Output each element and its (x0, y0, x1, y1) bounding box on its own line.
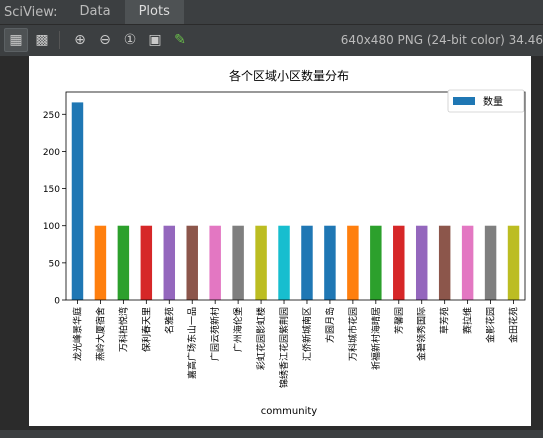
image-toolbar: ▦ ▩ ⊕ ⊖ ① ▣ ✎ 640x480 PNG (24-bit color)… (0, 25, 543, 55)
x-tick-label: 金碧领秀国际 (416, 307, 428, 361)
y-tick-label: 250 (43, 111, 60, 121)
bar-7 (209, 225, 221, 300)
bar-15 (393, 225, 405, 300)
y-tick-label: 0 (54, 297, 60, 307)
zoom-out-icon[interactable]: ⊖ (99, 32, 111, 48)
checkerboard-icon[interactable]: ▦ (4, 28, 28, 52)
x-tick-label: 芳馨园 (393, 307, 405, 334)
bar-16 (415, 225, 428, 300)
x-tick-label: 名雅苑 (163, 307, 175, 334)
x-tick-label: 方圆月岛 (324, 307, 336, 343)
bar-14 (370, 225, 382, 300)
y-tick-label: 50 (49, 259, 61, 269)
bar-chart: 各个区域小区数量分布 050100150200250 龙光峰景华庭 燕岭大厦宿舍万… (29, 56, 531, 426)
image-info: 640x480 PNG (24-bit color) 34.46 (340, 33, 543, 47)
bar-13 (347, 225, 359, 300)
bar-11 (301, 225, 313, 300)
color-picker-icon[interactable]: ✎ (174, 32, 186, 48)
chessboard-icon[interactable]: ▩ (35, 32, 49, 48)
y-tick-label: 200 (43, 148, 60, 158)
status-strip (0, 430, 543, 438)
x-tick-label: 锦绣香江花园紫荆园 (278, 307, 290, 388)
x-axis-label: community (261, 406, 317, 417)
x-tick-label: 万科城市花园 (347, 307, 359, 361)
bar-18 (461, 225, 474, 300)
bar-5 (163, 225, 176, 300)
x-tick-label: 万科柏悦湾 (117, 307, 129, 352)
bar-8 (232, 225, 244, 300)
x-tick-label: 草芳苑 (439, 307, 451, 334)
actual-size-icon[interactable]: ① (123, 32, 137, 48)
bar-3 (117, 225, 130, 300)
x-tick-label: 燕岭大厦宿舍 (94, 307, 106, 361)
chart-title: 各个区域小区数量分布 (229, 68, 349, 83)
x-tick-label: 金田花苑 (508, 307, 520, 343)
x-tick-label: 保利春天里 (140, 307, 152, 352)
y-tick-label: 100 (43, 222, 60, 232)
plot-figure: 各个区域小区数量分布 0 50 100 150 200 250 龙光峰景华庭 燕岭大厦宿舍万… (29, 56, 531, 426)
x-tick-label: 汇侨新城南区 (301, 307, 313, 361)
y-tick-label: 150 (43, 185, 60, 195)
plot-frame (65, 91, 526, 301)
x-tick-label: 祈福新村海晴居 (370, 307, 382, 370)
x-tick-label: 金影花园 (485, 307, 497, 343)
bar-10 (278, 225, 290, 300)
x-tick-label: 嘉高广场东山一品 (186, 307, 198, 379)
x-tick-label: 广园云苑新村 (209, 307, 221, 361)
bar-12 (324, 225, 336, 300)
plot-window-tabbar: SciView: Data Plots (0, 0, 543, 25)
x-tick-label: 赛拉维 (462, 307, 474, 334)
bar-17 (438, 225, 451, 300)
bar-19 (484, 225, 497, 300)
x-tick-label: 彩虹花园影虹楼 (255, 307, 267, 370)
tab-data[interactable]: Data (79, 4, 111, 19)
bar-9 (255, 225, 267, 300)
sciview-label: SciView: (4, 4, 58, 20)
tab-plots[interactable]: Plots (124, 0, 184, 24)
x-tick-label: 龙光峰景华庭 (71, 307, 83, 361)
bar-20 (507, 225, 520, 300)
toolbar-separator (59, 31, 60, 49)
x-tick-label: 广州海伦堡 (232, 307, 244, 352)
bar-2 (94, 225, 107, 300)
bar-6 (186, 225, 198, 300)
zoom-in-icon[interactable]: ⊕ (74, 32, 86, 48)
fit-zoom-icon[interactable]: ▣ (148, 32, 162, 48)
legend-label: 数量 (483, 95, 503, 108)
bar-4 (140, 225, 153, 300)
legend-swatch (453, 97, 475, 105)
legend: 数量 (447, 89, 525, 113)
bar-1 (71, 102, 84, 301)
